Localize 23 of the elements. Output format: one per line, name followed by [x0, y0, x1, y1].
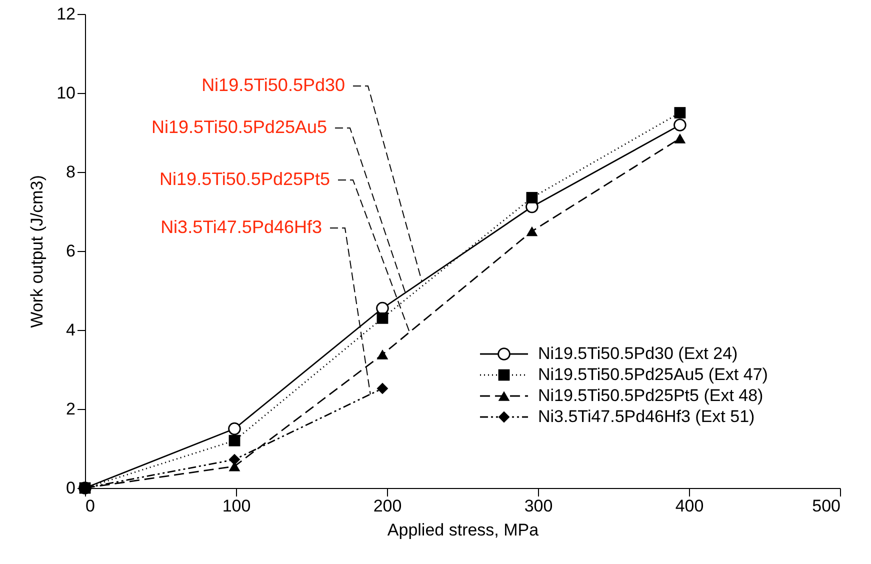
legend-label: Ni19.5Ti50.5Pd25Pt5 (Ext 48)	[538, 386, 764, 405]
x-tick-label: 100	[222, 496, 251, 516]
x-tick-label: 200	[373, 496, 402, 516]
y-tick-label: 8	[66, 162, 76, 182]
legend-label: Ni19.5Ti50.5Pd30 (Ext 24)	[538, 344, 738, 363]
x-tick-label: 500	[812, 496, 840, 516]
annotation: Ni19.5Ti50.5Pd25Au5	[152, 117, 327, 137]
y-tick-label: 2	[66, 400, 76, 418]
y-tick-label: 4	[66, 320, 76, 340]
legend-label: Ni3.5Ti47.5Pd46Hf3 (Ext 51)	[538, 407, 755, 426]
x-axis-title: Applied stress, MPa	[387, 520, 540, 540]
y-axis-title: Work output (J/cm3)	[28, 175, 47, 328]
x-tick-label: 0	[86, 496, 95, 516]
x-tick-label: 400	[675, 496, 704, 516]
y-tick-label: 10	[56, 84, 76, 102]
annotation: Ni19.5Ti50.5Pd30	[202, 75, 345, 95]
y-tick-label: 12	[56, 4, 76, 24]
y-tick-label: 6	[66, 242, 76, 260]
legend-label: Ni19.5Ti50.5Pd25Au5 (Ext 47)	[538, 365, 768, 384]
x-tick-label: 300	[524, 496, 553, 516]
annotation: Ni19.5Ti50.5Pd25Pt5	[160, 169, 330, 189]
y-tick-label: 0	[66, 478, 76, 498]
annotation: Ni3.5Ti47.5Pd46Hf3	[160, 217, 322, 237]
